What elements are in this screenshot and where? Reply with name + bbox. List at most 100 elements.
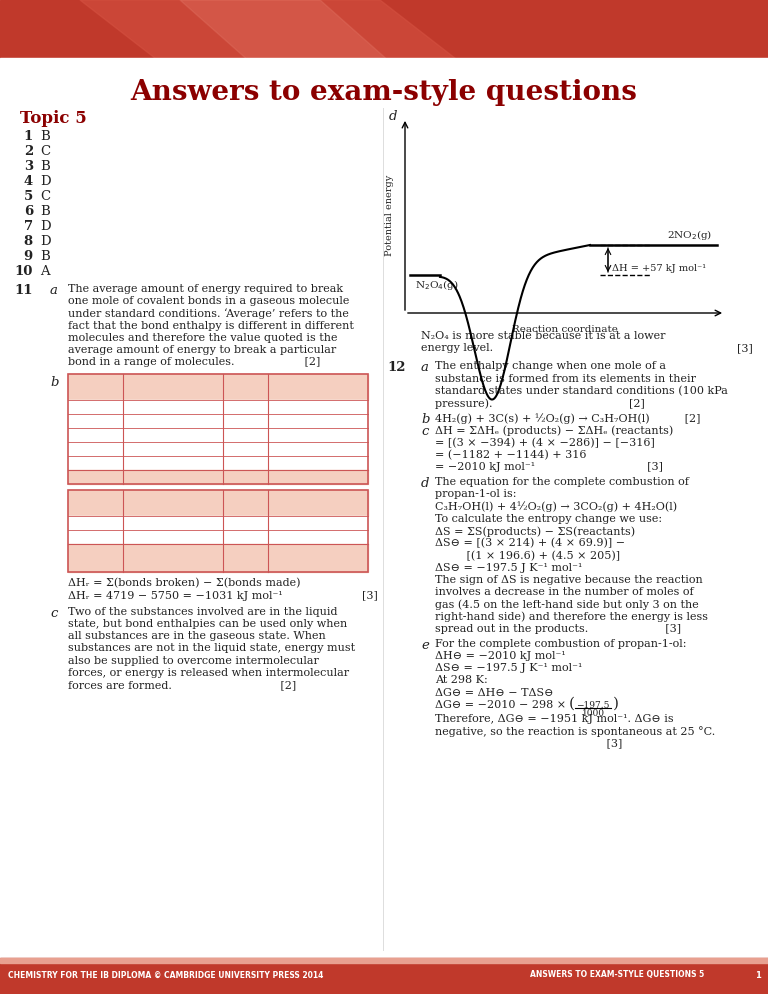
Text: one mole of covalent bonds in a gaseous molecule: one mole of covalent bonds in a gaseous … (68, 296, 349, 306)
Text: ANSWERS TO EXAM-STYLE QUESTIONS 5: ANSWERS TO EXAM-STYLE QUESTIONS 5 (530, 970, 704, 979)
Text: = [(3 × −394) + (4 × −286)] − [−316]: = [(3 × −394) + (4 × −286)] − [−316] (435, 437, 655, 448)
Text: also be supplied to overcome intermolecular: also be supplied to overcome intermolecu… (68, 656, 319, 666)
Text: 463: 463 (198, 444, 218, 453)
Text: B: B (40, 205, 50, 218)
Text: negative, so the reaction is spontaneous at 25 °C.: negative, so the reaction is spontaneous… (435, 727, 715, 738)
Text: bonds: bonds (226, 388, 259, 397)
Text: 348: 348 (198, 416, 218, 425)
Text: 463: 463 (343, 444, 363, 453)
Text: gas (4.5 on the left-hand side but only 3 on the: gas (4.5 on the left-hand side but only … (435, 599, 699, 609)
Text: B: B (40, 250, 50, 263)
Text: bonds: bonds (226, 503, 259, 512)
Text: average amount of energy to break a particular: average amount of energy to break a part… (68, 345, 336, 355)
Text: O–H: O–H (71, 444, 94, 453)
Text: 5: 5 (24, 190, 33, 203)
Text: right-hand side) and therefore the energy is less: right-hand side) and therefore the energ… (435, 611, 708, 622)
Bar (68, 401, 368, 414)
Bar (68, 414, 368, 428)
Text: [3]: [3] (435, 739, 622, 748)
Text: ΔS⊖ = −197.5 J K⁻¹ mol⁻¹: ΔS⊖ = −197.5 J K⁻¹ mol⁻¹ (435, 563, 582, 573)
Text: 2NO$_2$(g): 2NO$_2$(g) (667, 228, 712, 242)
Text: N₂O₄ is more stable because it is at a lower: N₂O₄ is more stable because it is at a l… (421, 331, 666, 341)
Text: C–O: C–O (71, 430, 93, 439)
Text: The equation for the complete combustion of: The equation for the complete combustion… (435, 477, 689, 487)
Bar (68, 517, 368, 531)
Text: 1: 1 (257, 416, 263, 425)
Text: Two of the substances involved are in the liquid: Two of the substances involved are in th… (68, 606, 337, 617)
Bar (68, 428, 368, 442)
Text: ΔHᵣ = 4719 − 5750 = −1031 kJ mol⁻¹: ΔHᵣ = 4719 − 5750 = −1031 kJ mol⁻¹ (68, 590, 283, 600)
Polygon shape (80, 0, 460, 62)
Text: Therefore, ΔG⊖ = −1951 kJ mol⁻¹. ΔG⊖ is: Therefore, ΔG⊖ = −1951 kJ mol⁻¹. ΔG⊖ is (435, 714, 674, 724)
Text: spread out in the products.                      [3]: spread out in the products. [3] (435, 623, 681, 633)
Text: under standard conditions. ‘Average’ refers to the: under standard conditions. ‘Average’ ref… (68, 308, 349, 319)
Text: C: C (40, 190, 50, 203)
Text: 1488: 1488 (336, 458, 363, 467)
Text: A: A (40, 265, 50, 278)
Text: Bond: Bond (71, 493, 100, 502)
Text: fact that the bond enthalpy is different in different: fact that the bond enthalpy is different… (68, 321, 354, 331)
Text: D: D (40, 235, 51, 248)
Text: 1: 1 (257, 444, 263, 453)
Text: ΔH⊖ = −2010 kJ mol⁻¹: ΔH⊖ = −2010 kJ mol⁻¹ (435, 651, 566, 661)
Text: [(1 × 196.6) + (4.5 × 205)]: [(1 × 196.6) + (4.5 × 205)] (435, 551, 620, 561)
Text: 6: 6 (24, 205, 33, 218)
Bar (68, 456, 368, 470)
Text: Total energy to break all bonds: Total energy to break all bonds (71, 472, 251, 481)
Text: N$_2$O$_4$(g): N$_2$O$_4$(g) (415, 278, 458, 292)
Text: ΔHᵣ = Σ(bonds broken) − Σ(bonds made): ΔHᵣ = Σ(bonds broken) − Σ(bonds made) (68, 579, 300, 588)
Text: e: e (421, 639, 429, 652)
Text: pressure).                                       [2]: pressure). [2] (435, 398, 645, 409)
Text: ΔS⊖ = −197.5 J K⁻¹ mol⁻¹: ΔS⊖ = −197.5 J K⁻¹ mol⁻¹ (435, 663, 582, 673)
Text: 743: 743 (198, 519, 218, 528)
Text: At 298 K:: At 298 K: (435, 675, 488, 686)
Text: O=O: O=O (71, 458, 97, 467)
Bar (0, 958, 768, 994)
Text: D: D (40, 220, 51, 233)
Bar (68, 442, 368, 456)
Text: 412: 412 (198, 403, 218, 412)
Text: 4: 4 (24, 175, 33, 188)
Text: made: made (71, 503, 101, 512)
Text: 4H₂(g) + 3C(s) + ½O₂(g) → C₃H₇OH(l)          [2]: 4H₂(g) + 3C(s) + ½O₂(g) → C₃H₇OH(l) [2] (435, 414, 700, 424)
Text: Total energy released when bonds: Total energy released when bonds (71, 547, 267, 556)
Text: ΔG⊖ = ΔH⊖ − TΔS⊖: ΔG⊖ = ΔH⊖ − TΔS⊖ (435, 688, 554, 698)
Bar (68, 545, 368, 573)
Text: standard states under standard conditions (100 kPa: standard states under standard condition… (435, 386, 728, 397)
Text: forces, or energy is released when intermolecular: forces, or energy is released when inter… (68, 668, 349, 678)
Text: Potential energy: Potential energy (385, 175, 393, 256)
Text: state, but bond enthalpies can be used only when: state, but bond enthalpies can be used o… (68, 619, 347, 629)
Text: a: a (50, 284, 58, 297)
Text: b: b (421, 414, 429, 426)
Text: substances are not in the liquid state, energy must: substances are not in the liquid state, … (68, 643, 355, 653)
Text: CHEMISTRY FOR THE IB DIPLOMA © CAMBRIDGE UNIVERSITY PRESS 2014: CHEMISTRY FOR THE IB DIPLOMA © CAMBRIDGE… (8, 970, 323, 979)
Bar (0, 58, 768, 68)
Bar (68, 375, 368, 484)
Text: substance is formed from its elements in their: substance is formed from its elements in… (435, 374, 696, 384)
Text: 348: 348 (343, 416, 363, 425)
Text: energy level.: energy level. (421, 343, 493, 353)
Text: D: D (40, 175, 51, 188)
Text: The average amount of energy required to break: The average amount of energy required to… (68, 284, 343, 294)
Text: 1: 1 (257, 430, 263, 439)
Text: b: b (50, 377, 58, 390)
Text: C=O: C=O (71, 519, 96, 528)
Text: ): ) (613, 697, 619, 711)
Text: 360: 360 (343, 430, 363, 439)
Text: bond in a range of molecules.                    [2]: bond in a range of molecules. [2] (68, 357, 320, 367)
Bar (68, 531, 368, 545)
Bar (68, 375, 368, 401)
Text: Reaction coordinate: Reaction coordinate (512, 325, 618, 334)
Text: 7: 7 (24, 220, 33, 233)
Text: O–H: O–H (71, 533, 94, 542)
Text: ΔS⊖ = [(3 × 214) + (4 × 69.9)] −: ΔS⊖ = [(3 × 214) + (4 × 69.9)] − (435, 538, 625, 549)
Text: 3: 3 (24, 160, 33, 173)
Text: 1: 1 (755, 970, 761, 979)
Text: = (−1182 + −1144) + 316: = (−1182 + −1144) + 316 (435, 450, 587, 460)
Text: No.: No. (226, 378, 245, 387)
Text: 5750: 5750 (334, 554, 363, 563)
Text: C: C (40, 145, 50, 158)
Text: = −2010 kJ mol⁻¹                                [3]: = −2010 kJ mol⁻¹ [3] (435, 462, 663, 472)
Text: 11: 11 (15, 284, 33, 297)
Text: molecules and therefore the value quoted is the: molecules and therefore the value quoted… (68, 333, 337, 343)
